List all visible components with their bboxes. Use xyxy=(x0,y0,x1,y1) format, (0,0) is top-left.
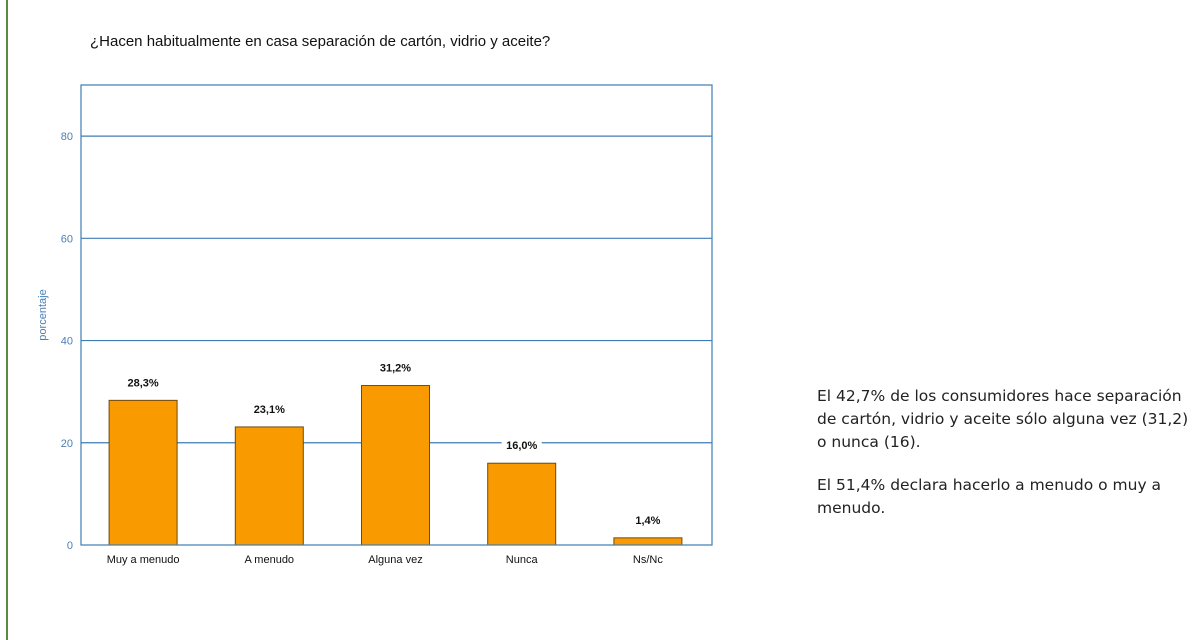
commentary-paragraph-2: El 51,4% declara hacerlo a menudo o muy … xyxy=(817,476,1162,517)
y-tick-label: 80 xyxy=(61,131,73,143)
data-label: 31,2% xyxy=(380,363,411,375)
page-left-rule xyxy=(6,0,8,640)
bar xyxy=(613,537,683,546)
bar xyxy=(487,462,557,546)
data-label: 1,4% xyxy=(635,515,660,527)
commentary-text: El 42,7% de los consumidores hace separa… xyxy=(817,385,1197,540)
data-label: 23,1% xyxy=(254,404,285,416)
x-tick-label: Muy a menudo xyxy=(107,554,180,566)
x-tick-label: Nunca xyxy=(506,554,539,566)
bar xyxy=(361,385,430,546)
commentary-paragraph-1: El 42,7% de los consumidores hace separa… xyxy=(817,387,1189,451)
y-tick-label: 40 xyxy=(61,336,73,348)
data-label-background xyxy=(627,512,668,528)
y-tick-label: 0 xyxy=(67,540,73,552)
y-tick-label: 20 xyxy=(61,438,73,450)
chart-title: ¿Hacen habitualmente en casa separación … xyxy=(90,33,551,50)
y-tick-label: 60 xyxy=(61,233,73,245)
bar xyxy=(234,426,304,546)
y-axis-label: porcentaje xyxy=(37,289,49,340)
labels-layer: 28,3% 23,1% 31,2% 16,0% 1,4% xyxy=(123,360,668,528)
axis-layer: 0 20 40 60 80 porcentaje Muy a menudo A menudo A… xyxy=(37,84,713,566)
bar xyxy=(108,399,178,546)
x-tick-label: A menudo xyxy=(245,554,295,566)
data-label-background xyxy=(249,401,290,417)
x-tick-label: Ns/Nc xyxy=(633,554,663,566)
x-tick-label: Alguna vez xyxy=(368,554,422,566)
data-label-background xyxy=(375,360,416,376)
data-label: 16,0% xyxy=(506,440,537,452)
plot-frame xyxy=(80,84,713,546)
bars-layer xyxy=(108,385,683,546)
data-label-background xyxy=(123,375,164,391)
data-label-background xyxy=(501,438,542,454)
data-label: 28,3% xyxy=(127,377,158,389)
